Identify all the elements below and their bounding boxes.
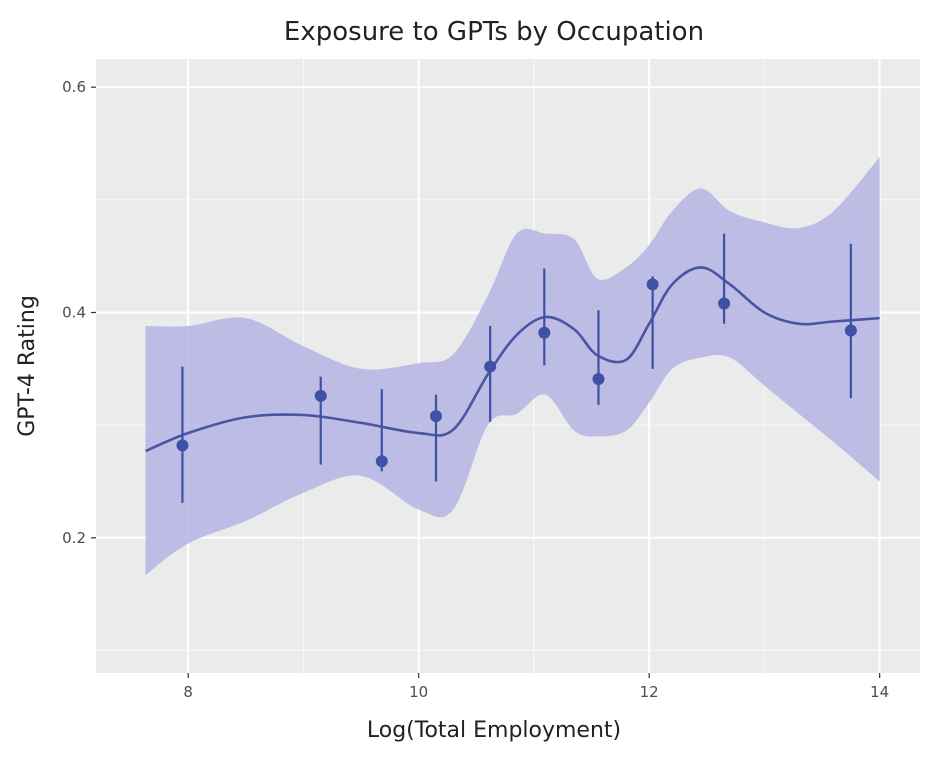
y-tick-label: 0.4 (62, 303, 86, 321)
x-tick-label: 12 (640, 683, 659, 701)
data-point (646, 278, 659, 291)
x-tick-label: 14 (870, 683, 889, 701)
x-tick-label: 10 (409, 683, 428, 701)
x-axis-label: Log(Total Employment) (367, 718, 621, 743)
data-point (718, 297, 731, 310)
axis-ticks: 8 10 12 14 0.2 0.4 0.6 (62, 78, 889, 701)
chart-title: Exposure to GPTs by Occupation (284, 17, 704, 47)
data-point (314, 389, 327, 402)
data-point (429, 410, 442, 423)
data-point (375, 455, 388, 468)
data-point (538, 326, 551, 339)
x-tick-label: 8 (183, 683, 193, 701)
point-layer (176, 278, 857, 468)
confidence-ribbon-layer (145, 157, 880, 575)
data-point (592, 372, 605, 385)
confidence-ribbon (145, 157, 880, 575)
data-point (176, 439, 189, 452)
y-tick-label: 0.2 (62, 529, 86, 547)
y-tick-label: 0.6 (62, 78, 86, 96)
data-point (844, 324, 857, 337)
y-axis-label: GPT-4 Rating (15, 295, 40, 437)
data-point (484, 360, 497, 373)
